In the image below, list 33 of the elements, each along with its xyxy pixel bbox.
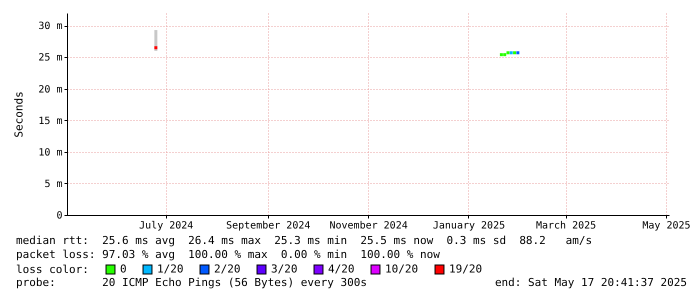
y-tick-label: 0 [56,210,62,222]
y-tick-label: 25 m [38,52,62,64]
text: probe: 20 ICMP Echo Pings (56 Bytes) every 300s [16,276,367,289]
y-tick-label: 30 m [38,21,62,32]
x-tick-label: May 2025 [642,220,691,232]
legend-label: 4/20 [328,262,354,276]
point [500,53,503,56]
legend-label: 3/20 [271,262,298,276]
text: packet loss: 97.03 % avg 100.00 % max 0.00 % min 100.00 % now [16,248,440,261]
text: end: Sat May 17 20:41:37 2025 [494,276,687,289]
point [510,51,513,54]
legend-label: 2/20 [214,262,240,276]
legend-label: 0 [120,262,127,276]
y-tick-label: 10 m [38,147,62,158]
x-tick-label: November 2024 [329,220,408,232]
point [154,46,158,50]
legend-label: 19/20 [449,262,482,276]
x-tick-label: January 2025 [432,220,506,232]
point [513,51,516,54]
x-tick-label: July 2024 [139,220,194,232]
x-tick-label: March 2025 [536,220,596,232]
x-tick-label: September 2024 [226,220,310,232]
y-axis-title: Seconds [12,91,26,138]
y-tick-label: 15 m [38,116,62,127]
point [503,53,506,56]
point [516,51,520,54]
legend-label: 10/20 [385,262,418,276]
legend-title: loss color: [16,263,89,276]
y-tick-label: 5 m [44,178,62,190]
text: median rtt: 25.6 ms avg 26.4 ms max 25.3 ms min 25.5 ms now 0.3 ms sd 88.2 am/s [16,234,592,247]
point [506,51,510,54]
y-tick-label: 20 m [38,84,62,96]
legend-label: 1/20 [157,262,184,276]
